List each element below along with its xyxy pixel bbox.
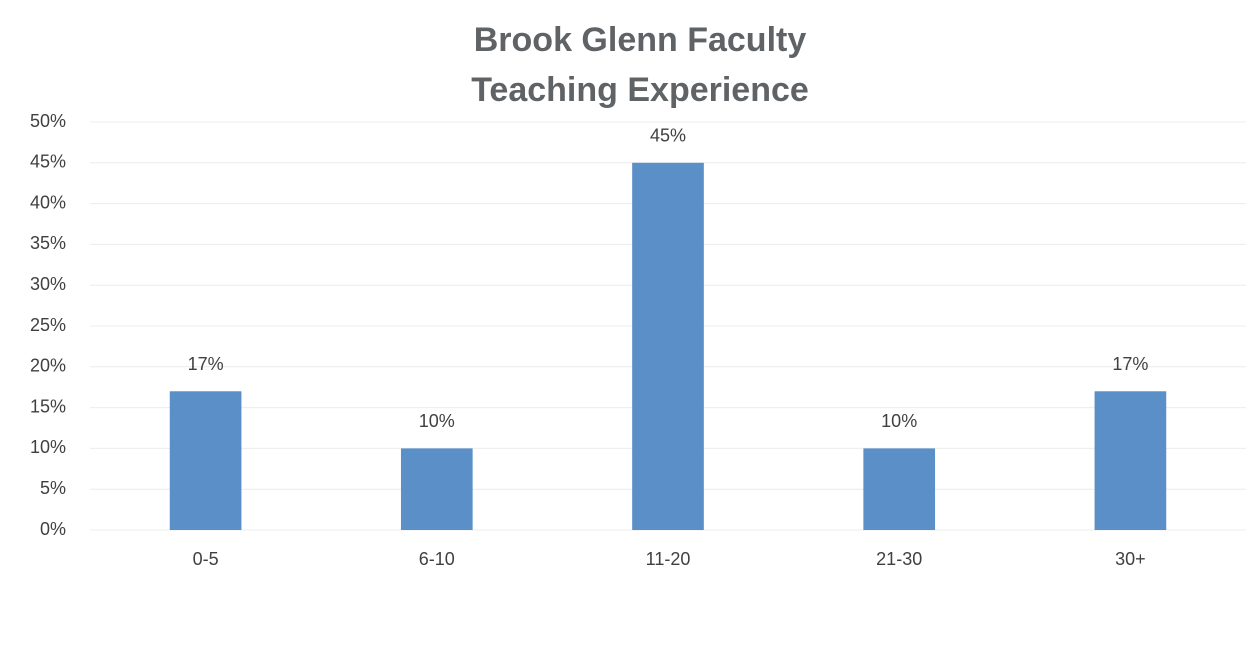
y-tick-label: 5% [40,478,66,498]
data-label: 10% [419,411,455,431]
chart-title: Teaching Experience [471,71,809,109]
y-tick-label: 30% [30,274,66,294]
bar [863,448,936,530]
data-label: 45% [650,126,686,146]
bar [632,162,704,531]
x-tick-label: 0-5 [193,549,219,569]
data-label: 10% [881,411,917,431]
bar [169,391,242,530]
y-tick-label: 50% [30,111,66,131]
y-tick-label: 20% [30,356,66,376]
y-tick-label: 15% [30,396,66,416]
bar [400,448,473,530]
y-tick-label: 40% [30,192,66,212]
bar [1094,391,1167,530]
x-tick-label: 6-10 [419,549,455,569]
x-tick-label: 21-30 [876,549,922,569]
y-tick-label: 35% [30,233,66,253]
y-tick-label: 25% [30,315,66,335]
data-label: 17% [1112,354,1148,374]
y-tick-label: 10% [30,437,66,457]
data-label: 17% [188,354,224,374]
y-tick-label: 45% [30,152,66,172]
x-tick-label: 30+ [1115,549,1146,569]
chart-title: Brook Glenn Faculty [474,21,807,59]
y-tick-label: 0% [40,519,66,539]
x-tick-label: 11-20 [646,549,691,569]
